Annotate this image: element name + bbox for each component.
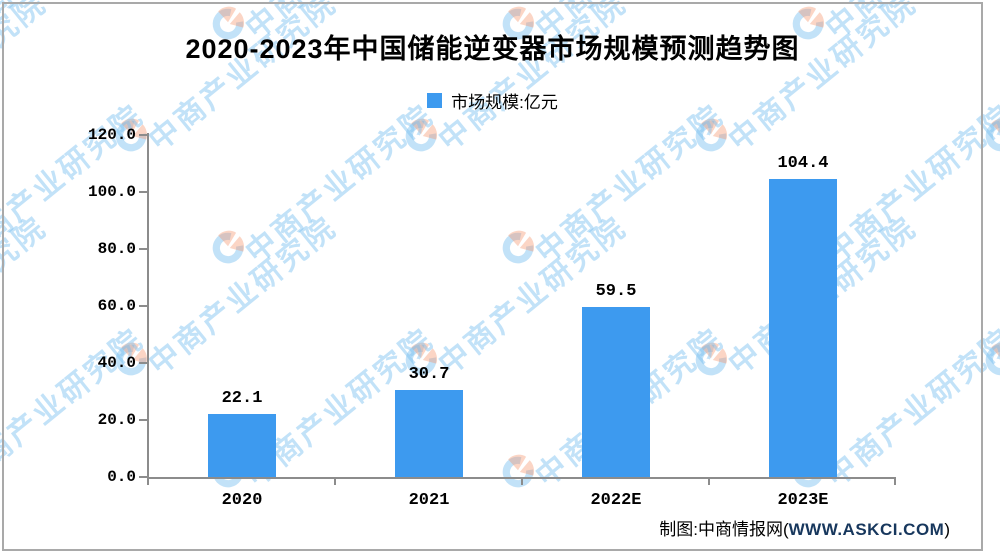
watermark-tile: 中商产业研究院 — [693, 0, 923, 158]
askci-logo-icon — [792, 6, 825, 40]
watermark-tile: 中商产业研究院 — [113, 211, 343, 382]
askci-logo-icon — [695, 342, 728, 376]
source-prefix: 制图:中商情报网( — [659, 520, 789, 539]
watermark-tile: 中商产业研究院 — [113, 0, 343, 158]
source-url: WWW.ASKCI.COM — [788, 520, 945, 539]
watermark-tile: 中商产业研究院 — [500, 323, 730, 494]
askci-logo-icon — [115, 118, 148, 152]
y-axis-tick — [139, 362, 148, 364]
bar-2020 — [208, 414, 276, 477]
y-axis-label: 120.0 — [87, 126, 136, 144]
askci-logo-icon — [212, 230, 245, 264]
y-axis-tick — [139, 134, 148, 136]
source-suffix: ) — [944, 520, 950, 539]
askci-logo-icon — [985, 342, 1000, 376]
y-axis-line — [147, 133, 149, 479]
watermark-tile: 中商产业研究院 — [403, 0, 633, 158]
legend: 市场规模:亿元 — [0, 88, 985, 113]
bar-2023E — [769, 179, 837, 477]
x-axis-category-label: 2021 — [408, 491, 450, 510]
y-axis-label: 100.0 — [87, 183, 136, 201]
y-axis-tick — [139, 419, 148, 421]
watermark-tile: 中商产业研究院 — [693, 211, 923, 382]
askci-logo-icon — [985, 118, 1000, 152]
legend-label: 市场规模:亿元 — [451, 93, 558, 112]
y-axis-tick — [139, 248, 148, 250]
watermark-tile: 中商产业研究院 — [210, 99, 440, 270]
bar-2021 — [395, 390, 463, 477]
x-axis-tick — [147, 477, 149, 485]
bar-value-label: 59.5 — [595, 282, 637, 301]
bar-value-label: 30.7 — [408, 365, 450, 384]
bar-2022E — [582, 307, 650, 477]
watermark-tile: 中商产业研究院 — [500, 99, 730, 270]
watermark-tile: 中商产业研究院 — [983, 342, 1000, 378]
askci-logo-icon — [502, 230, 535, 264]
y-axis-label: 40.0 — [97, 354, 136, 372]
y-axis-tick — [139, 191, 148, 193]
askci-logo-icon — [115, 342, 148, 376]
legend-swatch-icon — [427, 93, 443, 108]
chart-title: 2020-2023年中国储能逆变器市场规模预测趋势图 — [185, 34, 800, 64]
x-axis-tick — [521, 477, 523, 485]
y-axis-label: 0.0 — [107, 468, 136, 486]
watermark-tile: 中商产业研究院 — [210, 0, 440, 46]
x-axis-category-label: 2020 — [221, 491, 263, 510]
chart-frame — [2, 2, 983, 551]
askci-logo-icon — [502, 6, 535, 40]
x-axis-category-label: 2022E — [590, 491, 642, 510]
source-credit: 制图:中商情报网(WWW.ASKCI.COM) — [659, 515, 950, 540]
y-axis-label: 20.0 — [97, 411, 136, 429]
x-axis-tick — [334, 477, 336, 485]
y-axis-tick — [139, 476, 148, 478]
watermark-tile: 中商产业研究院 — [500, 0, 730, 46]
x-axis-tick — [894, 477, 896, 485]
askci-logo-icon — [502, 454, 535, 488]
askci-logo-icon — [405, 342, 438, 376]
y-axis-tick — [139, 305, 148, 307]
bar-value-label: 22.1 — [221, 389, 263, 408]
y-axis-label: 80.0 — [97, 240, 136, 258]
x-axis-tick — [708, 477, 710, 485]
y-axis-label: 60.0 — [97, 297, 136, 315]
askci-logo-icon — [405, 118, 438, 152]
watermark-tile: 中商产业研究院 — [790, 0, 1000, 46]
bar-value-label: 104.4 — [777, 154, 829, 173]
askci-logo-icon — [212, 6, 245, 40]
askci-logo-icon — [695, 118, 728, 152]
watermark-tile: 中商产业研究院 — [403, 211, 633, 382]
watermark-tile: 中商产业研究院 — [983, 118, 1000, 154]
x-axis-category-label: 2023E — [777, 491, 829, 510]
